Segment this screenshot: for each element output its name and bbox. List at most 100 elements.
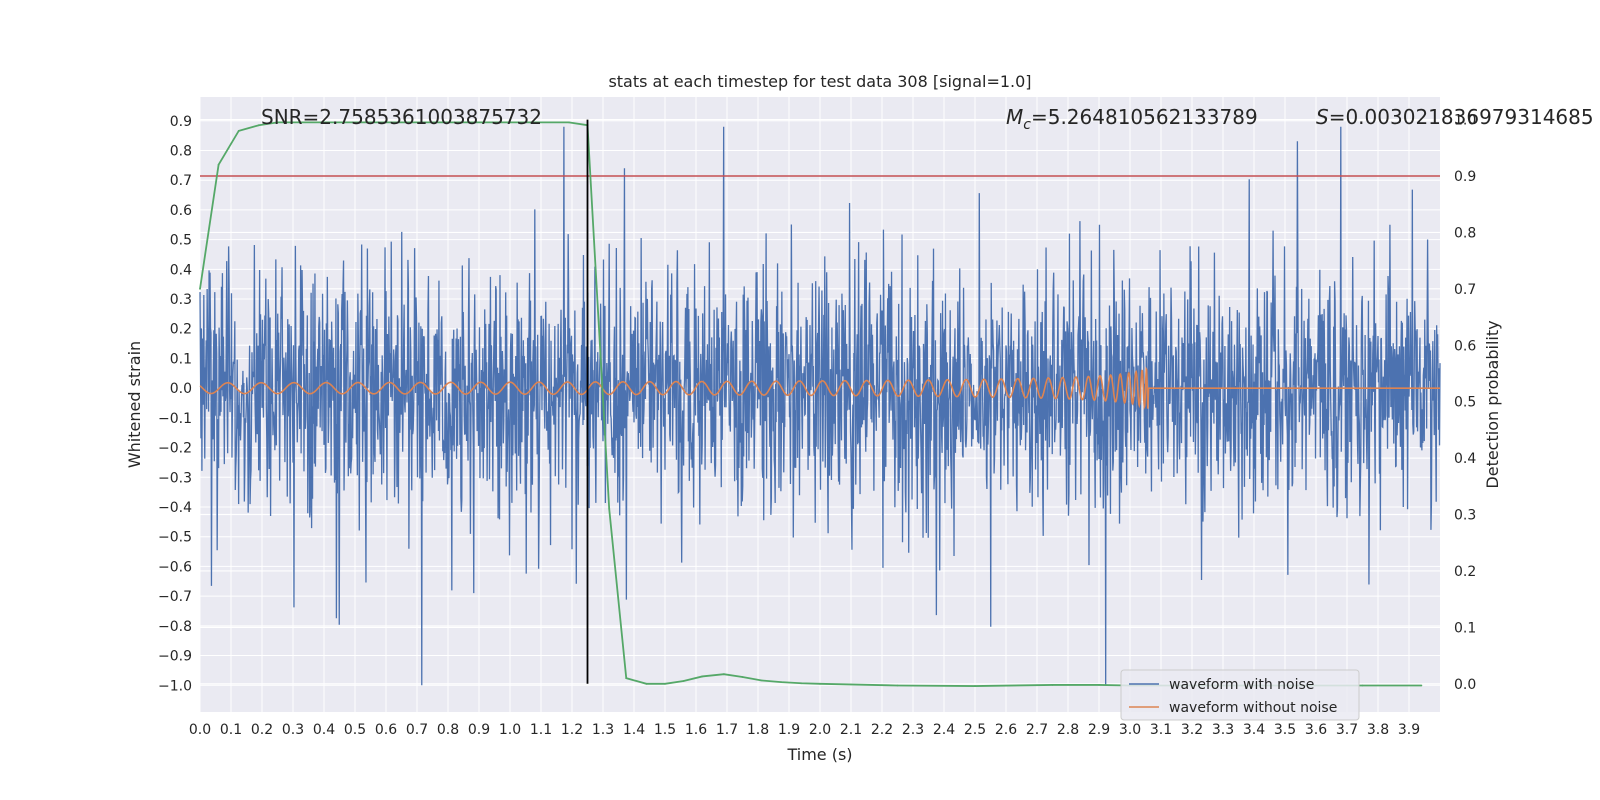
x-tick-label: 1.7	[716, 722, 738, 738]
legend: waveform with noise waveform without noi…	[1120, 669, 1360, 721]
x-tick-label: 2.6	[995, 722, 1017, 738]
probability-point	[323, 121, 325, 124]
snr-annotation: SNR=2.7585361003875732	[261, 105, 542, 129]
y-tick-label: −0.6	[158, 559, 192, 575]
x-tick-label: 1.1	[530, 722, 552, 738]
probability-point	[1098, 684, 1100, 686]
x-tick-label: 1.5	[654, 722, 676, 738]
x-axis-label: Time (s)	[786, 745, 852, 764]
x-tick-label: 3.5	[1274, 722, 1296, 738]
y-tick-label: −0.7	[158, 589, 192, 605]
y-tick-label: −0.3	[158, 470, 192, 486]
x-tick-label: 0.2	[251, 722, 273, 738]
x-tick-label: 3.1	[1150, 722, 1172, 738]
y-axis-label: Whitened strain	[125, 341, 144, 468]
x-tick-label: 2.4	[933, 722, 955, 738]
y2-tick-label: 0.5	[1454, 395, 1476, 411]
x-tick-label: 3.2	[1181, 722, 1203, 738]
series-line-probability	[199, 121, 1422, 687]
x-tick-label: 3.7	[1336, 722, 1358, 738]
x-tick-label: 1.3	[592, 722, 614, 738]
probability-point	[509, 121, 511, 124]
y-tick-label: −0.9	[158, 649, 192, 665]
y-tick-label: 0.6	[170, 203, 192, 219]
s-symbol: S	[1316, 105, 1329, 129]
x-tick-label: 3.8	[1367, 722, 1389, 738]
x-tick-label: 0.5	[344, 722, 366, 738]
probability-point	[819, 682, 821, 685]
y-tick-label: 0.7	[170, 173, 192, 189]
y-tick-label: −0.2	[158, 441, 192, 457]
x-tick-label: 0.1	[220, 722, 242, 738]
y-tick-label: −0.1	[158, 411, 192, 427]
x-tick-label: 2.3	[902, 722, 924, 738]
probability-point	[625, 677, 628, 680]
chirp-mass-symbol: M	[1006, 105, 1023, 129]
x-tick-label: 2.7	[1026, 722, 1048, 738]
y2-tick-label: 1.0	[1454, 113, 1476, 129]
probability-point	[664, 682, 666, 685]
y2-tick-label: 0.4	[1454, 451, 1476, 467]
probability-point	[741, 676, 744, 678]
y2-tick-label: 0.9	[1454, 169, 1476, 185]
chirp-mass-annotation: Mc=5.264810562133789	[1006, 105, 1258, 133]
y-tick-label: −0.8	[158, 619, 192, 635]
y-tick-label: 0.5	[170, 233, 192, 249]
probability-point	[760, 679, 762, 682]
x-tick-label: 2.9	[1088, 722, 1110, 738]
probability-point	[1420, 684, 1423, 687]
legend-box	[1120, 669, 1360, 721]
probability-point	[258, 124, 260, 127]
y-tick-label: 0.4	[170, 262, 192, 278]
chirp-mass-value: =5.264810562133789	[1031, 105, 1258, 129]
x-tick-label: 1.0	[499, 722, 521, 738]
y2-tick-label: 0.1	[1454, 620, 1476, 636]
y-tick-label: −0.5	[158, 530, 192, 546]
x-tick-label: 1.6	[685, 722, 707, 738]
x-tick-label: 0.9	[468, 722, 490, 738]
probability-point	[701, 675, 704, 678]
x-tick-label: 2.0	[809, 722, 831, 738]
x-tick-label: 2.2	[871, 722, 893, 738]
probability-point	[237, 129, 240, 132]
x-tick-label: 2.5	[964, 722, 986, 738]
y-tick-label: −1.0	[158, 678, 192, 694]
probability-point	[385, 121, 387, 124]
y2-tick-label: 0.3	[1454, 508, 1476, 524]
series-line-clean	[199, 366, 1440, 411]
y2-tick-label: 0.2	[1454, 564, 1476, 580]
x-tick-label: 3.9	[1398, 722, 1420, 738]
x-tick-label: 1.8	[747, 722, 769, 738]
y2-tick-label: 0.8	[1454, 225, 1476, 241]
series-line-noisy	[199, 126, 1441, 686]
chart-title: stats at each timestep for test data 308…	[608, 72, 1031, 91]
s-annotation: S=0.003021836979314685	[1316, 105, 1594, 129]
probability-point	[217, 163, 220, 166]
series-layer	[199, 119, 1441, 687]
x-tick-label: 3.4	[1243, 722, 1265, 738]
probability-point	[682, 680, 685, 682]
legend-entry-noisy: waveform with noise	[1169, 677, 1314, 693]
x-tick-label: 1.4	[623, 722, 645, 738]
probability-point	[974, 685, 976, 687]
y-tick-label: −0.4	[158, 500, 192, 516]
probability-point	[608, 507, 611, 510]
x-tick-label: 1.2	[561, 722, 583, 738]
y2-axis-label: Detection probability	[1483, 320, 1502, 488]
x-tick-label: 2.1	[840, 722, 862, 738]
y-tick-label: 0.0	[170, 381, 192, 397]
x-tick-label: 0.7	[406, 722, 428, 738]
probability-point	[800, 682, 803, 685]
ticks: 0.0 0.1 0.2 0.3 0.4 0.5 0.6 0.7 0.8 0.9 1.0 1.1 1.2 1…	[158, 113, 1476, 738]
x-tick-label: 0.3	[282, 722, 304, 738]
probability-point	[447, 121, 449, 124]
probability-point	[780, 681, 783, 683]
y-tick-label: 0.9	[170, 114, 192, 130]
probability-point	[1051, 684, 1054, 686]
x-tick-label: 0.8	[437, 722, 459, 738]
y-tick-label: 0.1	[170, 351, 192, 367]
y-tick-label: 0.8	[170, 143, 192, 159]
y-tick-label: 0.2	[170, 322, 192, 338]
probability-point	[1361, 684, 1364, 687]
